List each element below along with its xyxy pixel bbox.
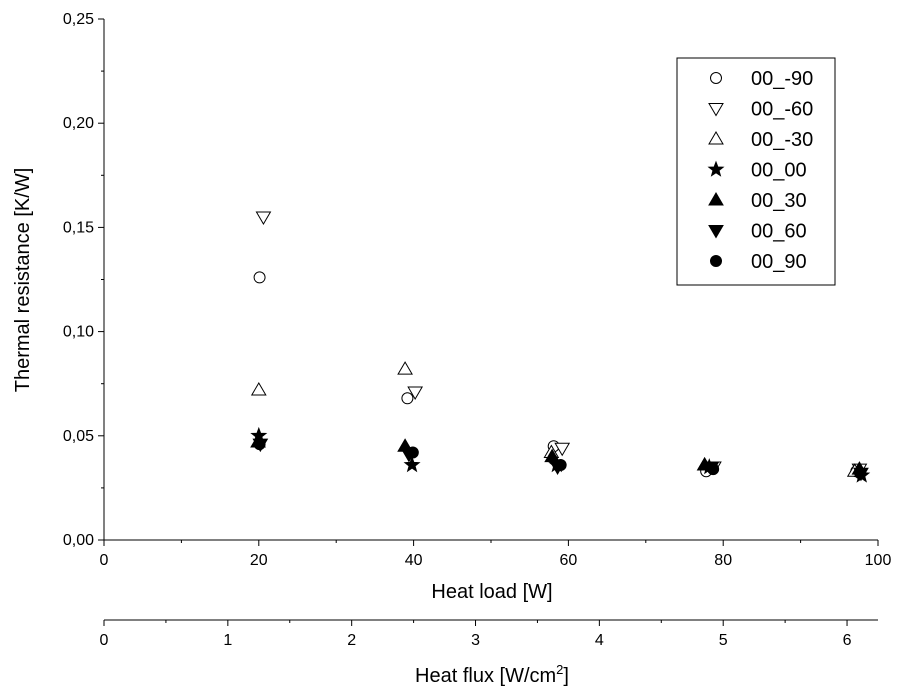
secondary-x-tick-label: 2	[347, 632, 356, 649]
legend-marker	[708, 103, 724, 117]
legend: 00_-90 00_-60 00_-30 00_00 00_30 00_60 00_90	[676, 57, 836, 286]
data-point	[253, 271, 266, 284]
legend-marker	[708, 225, 724, 239]
legend-marker	[708, 131, 724, 145]
legend-marker	[708, 192, 724, 206]
x-tick-label: 100	[865, 552, 892, 569]
data-point	[403, 456, 421, 473]
data-point	[406, 446, 419, 459]
secondary-x-tick-label: 4	[595, 632, 604, 649]
x-tick-label: 0	[100, 552, 109, 569]
axes: 0,00 0,05 0,10 0,15 0,20 0,25 0 20 40 60 80 100 0 1 2 3…	[63, 11, 892, 649]
data-point	[397, 361, 413, 375]
y-tick-label: 0,25	[63, 11, 94, 28]
y-tick-label: 0,20	[63, 115, 94, 132]
legend-label: 00_00	[751, 160, 807, 182]
data-point	[401, 392, 414, 405]
secondary-x-axis-title: Heat flux [W/cm2]	[415, 662, 569, 687]
data-point	[255, 211, 272, 225]
secondary-x-tick-label: 5	[719, 632, 728, 649]
legend-marker	[707, 160, 725, 177]
legend-label: 00_-90	[751, 68, 813, 90]
legend-label: 00_60	[751, 221, 807, 243]
data-point	[707, 463, 720, 476]
y-axis-title: Thermal resistance [K/W]	[12, 168, 34, 393]
secondary-x-tick-label: 3	[471, 632, 480, 649]
y-tick-label: 0,15	[63, 219, 94, 236]
data-point	[250, 381, 267, 396]
legend-marker	[710, 72, 722, 84]
data-point	[253, 438, 266, 451]
secondary-x-tick-label: 0	[100, 632, 109, 649]
y-tick-label: 0,05	[63, 428, 94, 445]
legend-label: 00_30	[751, 190, 807, 212]
data-point	[854, 467, 867, 480]
x-tick-label: 20	[250, 552, 268, 569]
x-tick-label: 40	[405, 552, 423, 569]
legend-label: 00_-30	[751, 129, 813, 151]
y-tick-label: 0,00	[63, 532, 94, 549]
secondary-x-tick-label: 1	[223, 632, 232, 649]
y-tick-label: 0,10	[63, 324, 94, 341]
legend-box	[676, 57, 836, 286]
legend-marker	[710, 255, 722, 267]
legend-label: 00_90	[751, 251, 807, 273]
data-point	[554, 458, 567, 471]
data-points	[250, 211, 871, 483]
legend-label: 00_-60	[751, 99, 813, 121]
data-point	[554, 442, 571, 457]
secondary-x-tick-label: 6	[843, 632, 852, 649]
x-tick-label: 80	[714, 552, 732, 569]
data-point	[407, 386, 424, 401]
x-axis-title: Heat load [W]	[431, 581, 552, 603]
x-tick-label: 60	[560, 552, 578, 569]
